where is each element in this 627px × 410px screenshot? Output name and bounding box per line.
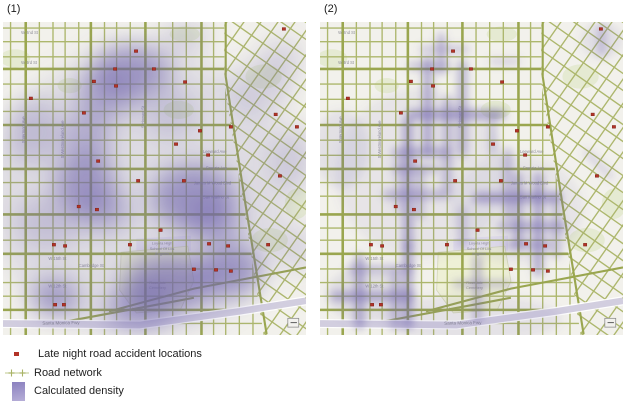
park-area [486,26,517,42]
attribution-toggle[interactable] [287,317,300,328]
panel-2-label: (2) [324,3,338,15]
svg-text:Leeward Ave: Leeward Ave [520,149,544,154]
accident-point-icon [14,352,19,356]
legend-label-accidents: Late night road accident locations [38,348,202,360]
park-area [320,49,348,68]
legend-item-road-network: Road network [4,365,102,381]
svg-text:W 2nd St: W 2nd St [21,30,39,35]
svg-text:Santa Monica Fwy: Santa Monica Fwy [42,320,80,326]
svg-text:W 15th St: W 15th St [365,256,384,261]
legend-label-density: Calculated density [34,385,124,397]
planar-density-layer [3,22,306,335]
legend-label-road-network: Road network [34,367,102,379]
legend-item-accident-locations: Late night road accident locations [14,346,202,362]
legend-item-calculated-density: Calculated density [12,381,124,401]
district-boundary-road [541,22,585,335]
svg-text:W 3rd St: W 3rd St [338,60,355,65]
road-network-icon [5,369,29,377]
park-area [374,78,399,94]
accident-points-layer [28,27,299,307]
accident-points-layer [345,27,616,307]
park-area [3,49,31,68]
attribution-toggle[interactable] [604,317,617,328]
svg-text:W 3rd St: W 3rd St [21,60,38,65]
svg-text:W 2nd St: W 2nd St [338,30,356,35]
density-swatch-icon [12,381,25,401]
panel-1-label: (1) [7,3,21,15]
